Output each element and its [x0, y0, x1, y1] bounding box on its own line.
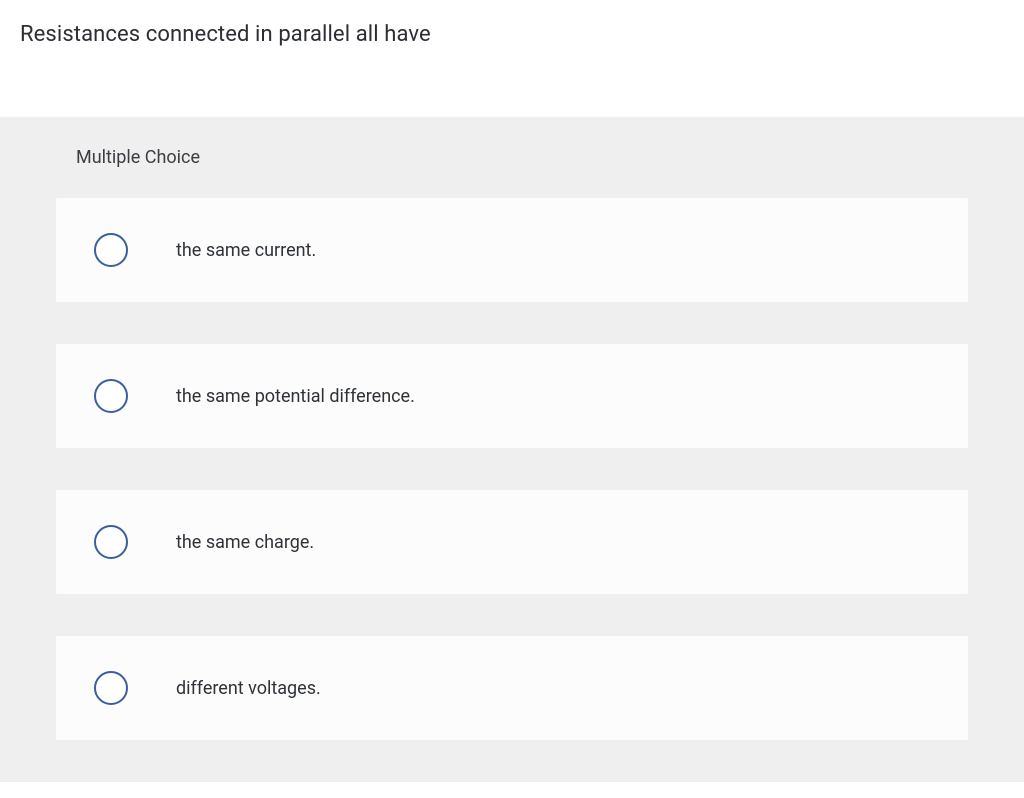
options-list: the same current. the same potential dif…: [0, 198, 1024, 740]
option-label: the same potential difference.: [176, 386, 415, 407]
option-row[interactable]: the same potential difference.: [56, 344, 968, 448]
section-heading: Multiple Choice: [0, 117, 1024, 198]
option-label: different voltages.: [176, 678, 321, 699]
option-row[interactable]: different voltages.: [56, 636, 968, 740]
option-label: the same current.: [176, 240, 316, 261]
radio-icon[interactable]: [94, 525, 128, 559]
radio-icon[interactable]: [94, 671, 128, 705]
option-label: the same charge.: [176, 532, 314, 553]
question-stem: Resistances connected in parallel all ha…: [0, 0, 1024, 47]
option-row[interactable]: the same current.: [56, 198, 968, 302]
radio-icon[interactable]: [94, 379, 128, 413]
radio-icon[interactable]: [94, 233, 128, 267]
option-row[interactable]: the same charge.: [56, 490, 968, 594]
multiple-choice-panel: Multiple Choice the same current. the sa…: [0, 117, 1024, 782]
